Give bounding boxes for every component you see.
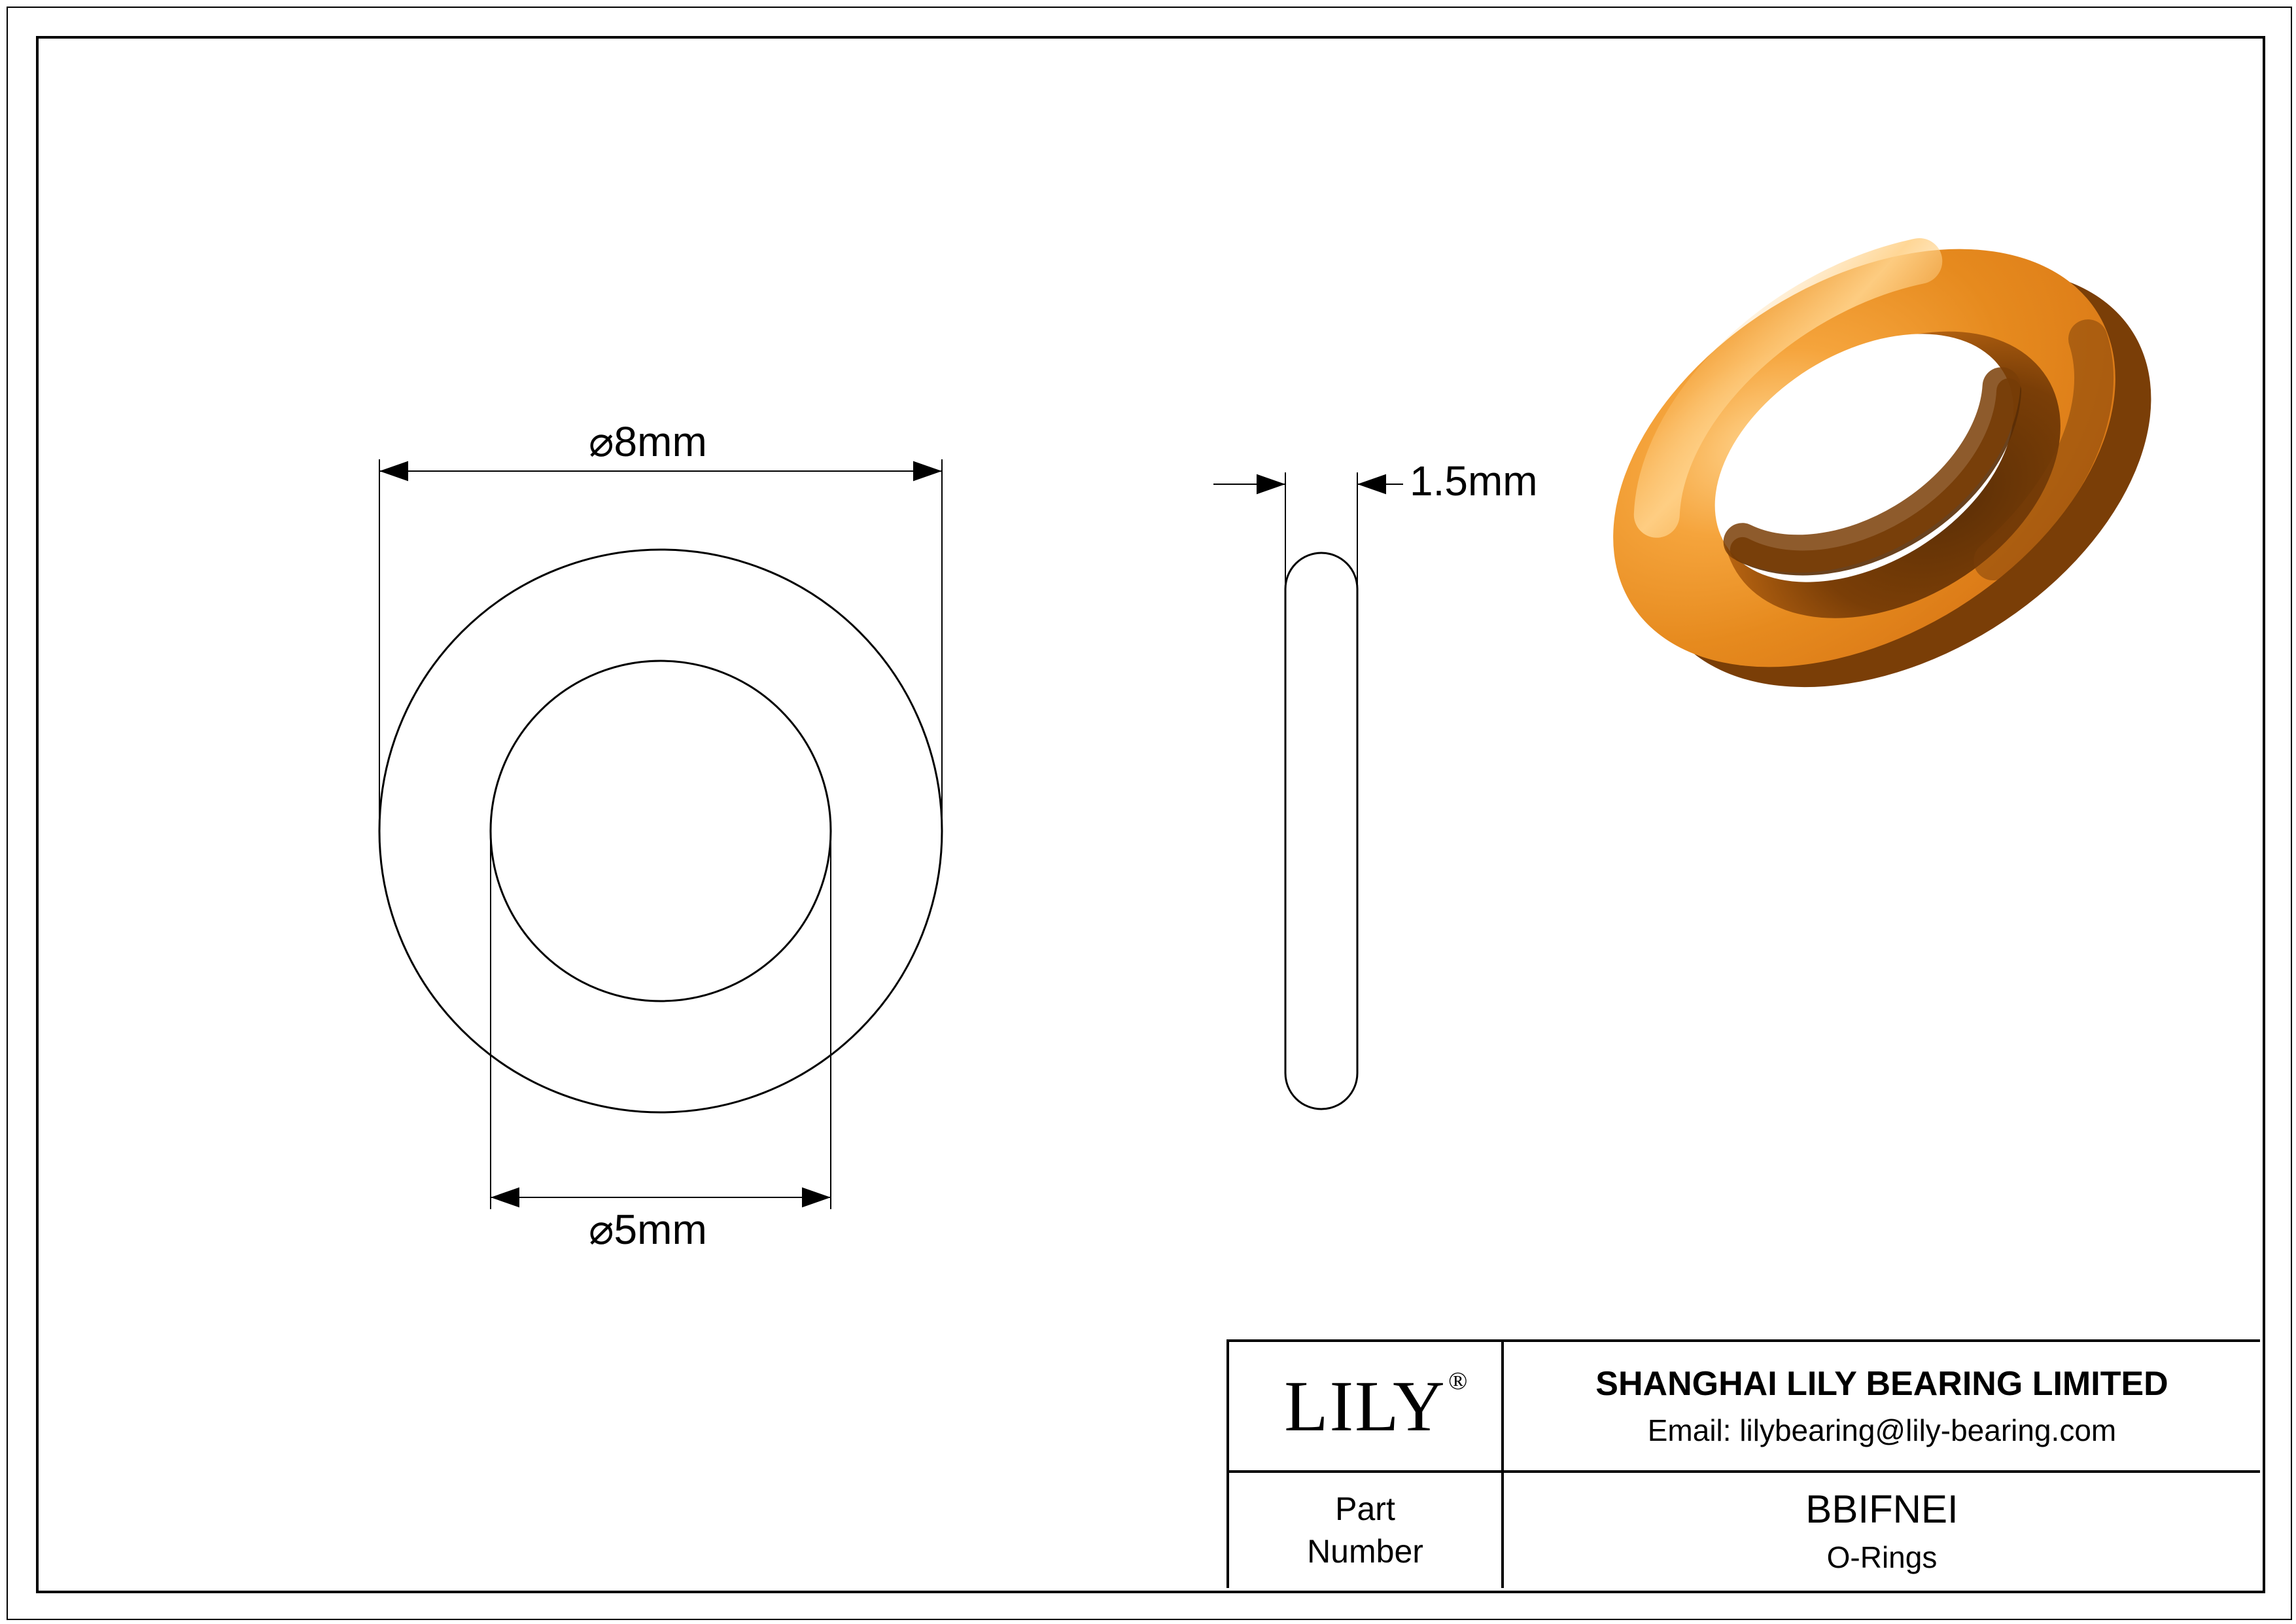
dim-label-outer-dia: ⌀8mm xyxy=(589,417,707,467)
part-number: BBIFNEI xyxy=(1805,1487,1958,1532)
title-block-partnum-label-cell: Part Number xyxy=(1226,1470,1501,1588)
part-category: O-Rings xyxy=(1827,1540,1938,1575)
logo-text: LILY ® xyxy=(1284,1365,1446,1448)
title-block-partnum-cell: BBIFNEI O-Rings xyxy=(1501,1470,2260,1588)
partnum-label-line1: Part xyxy=(1335,1491,1395,1527)
company-email: Email: lilybearing@lily-bearing.com xyxy=(1648,1413,2117,1448)
registered-mark: ® xyxy=(1448,1367,1469,1396)
title-block: LILY ® SHANGHAI LILY BEARING LIMITED Ema… xyxy=(1226,1339,2260,1588)
logo-word: LILY xyxy=(1284,1366,1446,1446)
oring-3d-render xyxy=(1505,131,2224,785)
partnum-label-line2: Number xyxy=(1307,1533,1423,1570)
company-name: SHANGHAI LILY BEARING LIMITED xyxy=(1595,1364,2168,1403)
dim-label-inner-dia: ⌀5mm xyxy=(589,1205,707,1254)
title-block-company-cell: SHANGHAI LILY BEARING LIMITED Email: lil… xyxy=(1501,1339,2260,1470)
partnum-label: Part Number xyxy=(1307,1488,1423,1573)
title-block-logo-cell: LILY ® xyxy=(1226,1339,1501,1470)
